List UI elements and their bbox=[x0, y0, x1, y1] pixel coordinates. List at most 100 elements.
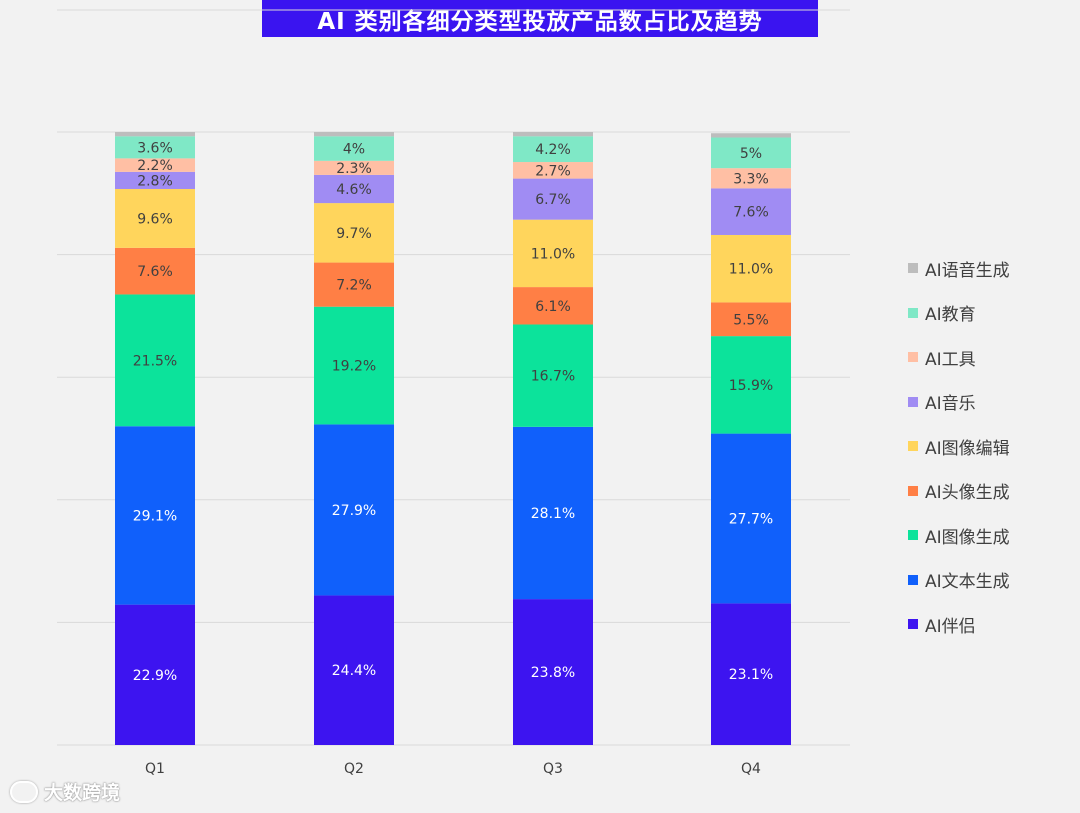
legend-swatch bbox=[908, 441, 918, 452]
data-label: 28.1% bbox=[531, 506, 575, 522]
bar-segment bbox=[115, 158, 195, 172]
data-label: 3.6% bbox=[137, 140, 173, 156]
data-label: 27.7% bbox=[729, 511, 773, 527]
legend-swatch bbox=[908, 396, 918, 407]
bar-segment bbox=[711, 234, 791, 303]
legend-swatch bbox=[908, 530, 918, 541]
data-label: 19.2% bbox=[332, 359, 376, 375]
bar-segment bbox=[115, 189, 195, 248]
data-label: 7.6% bbox=[733, 205, 769, 221]
data-label: 2.7% bbox=[535, 163, 571, 179]
data-label: 15.9% bbox=[729, 378, 773, 394]
chart-legend: AI语音生成 AI教育 AI工具 AI音乐 AI图像编辑 AI头像生成 AI图像生成 AI文本… bbox=[908, 246, 1010, 647]
legend-label: AI图像生成 bbox=[925, 527, 1010, 548]
data-label: 6.1% bbox=[535, 299, 571, 315]
bar-segment bbox=[711, 336, 791, 434]
legend-label: AI语音生成 bbox=[925, 260, 1010, 281]
watermark: 大数跨境 bbox=[10, 778, 120, 805]
bar-segment bbox=[711, 133, 791, 138]
legend-item: AI图像编辑 bbox=[908, 424, 1010, 469]
bar-segment bbox=[513, 599, 593, 745]
legend-label: AI工具 bbox=[925, 349, 976, 370]
bar-segment bbox=[314, 595, 394, 745]
legend-item: AI图像生成 bbox=[908, 513, 1010, 558]
bar-segment bbox=[711, 603, 791, 745]
bar-segment bbox=[513, 136, 593, 163]
legend-label: AI音乐 bbox=[925, 394, 976, 415]
data-label: 2.3% bbox=[336, 161, 372, 177]
data-label: 6.7% bbox=[535, 192, 571, 208]
legend-item: AI文本生成 bbox=[908, 558, 1010, 603]
data-label: 9.7% bbox=[336, 226, 372, 242]
data-label: 16.7% bbox=[531, 369, 575, 385]
bar-segment bbox=[513, 287, 593, 325]
bar-segment bbox=[711, 433, 791, 604]
bar-segment bbox=[115, 171, 195, 190]
legend-item: AI头像生成 bbox=[908, 469, 1010, 514]
bar-segment bbox=[711, 168, 791, 189]
bar-segment bbox=[314, 136, 394, 161]
legend-label: AI教育 bbox=[925, 305, 976, 326]
data-label: 29.1% bbox=[133, 508, 177, 524]
legend-swatch bbox=[908, 352, 918, 363]
data-label: 24.4% bbox=[332, 663, 376, 679]
brand-logo-icon bbox=[10, 780, 38, 803]
bar-segment bbox=[314, 203, 394, 263]
bar-segment bbox=[711, 188, 791, 235]
data-label: 22.9% bbox=[133, 668, 177, 684]
data-label: 7.2% bbox=[336, 278, 372, 294]
bar-segment bbox=[513, 219, 593, 288]
bar-segment bbox=[513, 324, 593, 427]
bar-segment bbox=[314, 262, 394, 307]
bar-segment bbox=[314, 132, 394, 137]
bar-segment bbox=[314, 174, 394, 204]
bar-segment bbox=[711, 302, 791, 337]
data-label: 4.2% bbox=[535, 142, 571, 158]
legend-label: AI文本生成 bbox=[925, 572, 1010, 593]
chart-title: AI 类别各细分类型投放产品数占比及趋势 bbox=[262, 0, 818, 37]
legend-item: AI工具 bbox=[908, 335, 1010, 380]
legend-item: AI语音生成 bbox=[908, 246, 1010, 291]
bar-segment bbox=[314, 160, 394, 175]
legend-label: AI图像编辑 bbox=[925, 438, 1010, 459]
legend-swatch bbox=[908, 574, 918, 585]
data-label: 11.0% bbox=[729, 262, 773, 278]
data-label: 23.1% bbox=[729, 667, 773, 683]
bar-segment bbox=[513, 426, 593, 600]
x-tick-label: Q1 bbox=[145, 761, 165, 777]
legend-swatch bbox=[908, 619, 918, 630]
x-tick-label: Q2 bbox=[344, 761, 364, 777]
bar-segment bbox=[711, 137, 791, 169]
watermark-text: 大数跨境 bbox=[44, 782, 121, 804]
x-tick-label: Q3 bbox=[543, 761, 563, 777]
data-label: 7.6% bbox=[137, 264, 173, 280]
bar-segment bbox=[314, 424, 394, 596]
x-tick-label: Q4 bbox=[741, 761, 761, 777]
bar-segment bbox=[115, 247, 195, 295]
data-label: 2.8% bbox=[137, 173, 173, 189]
bar-segment bbox=[115, 426, 195, 605]
data-label: 4% bbox=[343, 142, 365, 158]
legend-item: AI伴侣 bbox=[908, 602, 1010, 647]
data-label: 5.5% bbox=[733, 312, 769, 328]
data-label: 4.6% bbox=[336, 182, 372, 198]
data-label: 21.5% bbox=[133, 353, 177, 369]
legend-label: AI头像生成 bbox=[925, 483, 1010, 504]
legend-item: AI音乐 bbox=[908, 380, 1010, 425]
bar-segment bbox=[513, 132, 593, 137]
bar-segment bbox=[115, 294, 195, 427]
legend-swatch bbox=[908, 263, 918, 274]
bar-segment bbox=[115, 132, 195, 137]
data-label: 3.3% bbox=[733, 171, 769, 187]
data-label: 9.6% bbox=[137, 211, 173, 227]
data-label: 2.2% bbox=[137, 158, 173, 174]
legend-swatch bbox=[908, 485, 918, 496]
bar-segment bbox=[513, 178, 593, 220]
bar-segment bbox=[115, 604, 195, 745]
legend-swatch bbox=[908, 307, 918, 318]
data-label: 23.8% bbox=[531, 665, 575, 681]
bar-segment bbox=[115, 136, 195, 159]
legend-item: AI教育 bbox=[908, 291, 1010, 336]
bar-segment bbox=[513, 162, 593, 179]
